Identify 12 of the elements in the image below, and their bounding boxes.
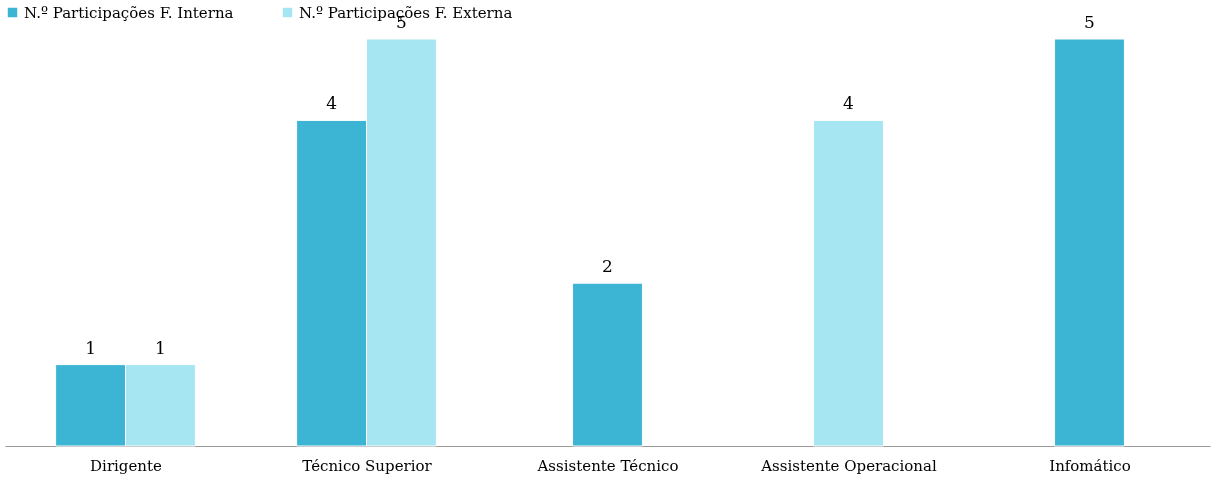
x-tick-label: Infomático bbox=[1049, 456, 1131, 475]
legend-label: N.º Participações F. Interna bbox=[24, 3, 234, 22]
data-label: 4 bbox=[326, 93, 337, 114]
data-label: 5 bbox=[1084, 12, 1095, 32]
data-label: 1 bbox=[155, 337, 166, 358]
x-tick-label: Assistente Operacional bbox=[760, 456, 937, 475]
data-label: 2 bbox=[602, 256, 613, 277]
x-tick-label: Técnico Superior bbox=[302, 456, 433, 475]
x-tick-label: Assistente Técnico bbox=[536, 456, 679, 475]
data-label: 1 bbox=[85, 337, 96, 358]
x-tick-label: Dirigente bbox=[90, 456, 163, 475]
data-label: 4 bbox=[843, 93, 854, 114]
